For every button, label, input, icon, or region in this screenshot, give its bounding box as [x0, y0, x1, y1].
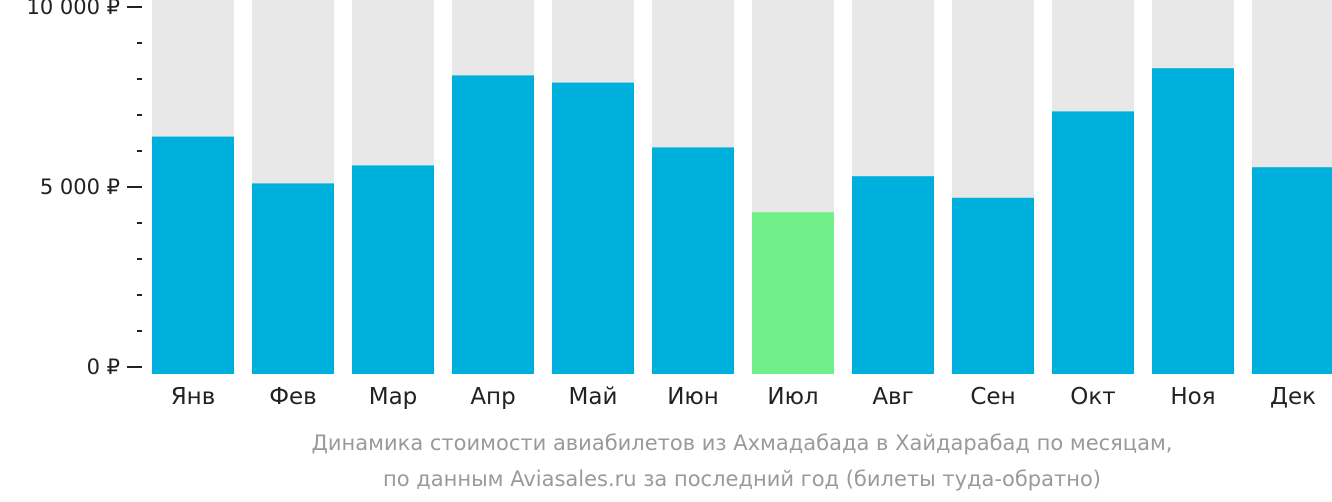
x-tick-label-month-9: Сен: [970, 384, 1015, 410]
x-tick-label-month-7: Июл: [767, 384, 818, 410]
y-tick-label: 5 000 ₽: [40, 175, 120, 199]
bar-month-7: [752, 212, 834, 374]
x-tick-label-month-6: Июн: [667, 384, 719, 410]
bar-month-8: [852, 176, 934, 374]
y-tick-label: 0 ₽: [87, 355, 120, 379]
x-axis: Янв Фев Мар Апр Май Июн Июл Авг Сен Окт Ноя Дек: [171, 384, 1316, 410]
x-tick-label-month-2: Фев: [269, 384, 317, 410]
x-tick-label-month-10: Окт: [1070, 384, 1115, 410]
bar-month-6: [652, 147, 734, 374]
bars: [152, 68, 1332, 375]
chart-caption-line-2: по данным Aviasales.ru за последний год …: [383, 467, 1101, 491]
x-tick-label-month-12: Дек: [1270, 384, 1316, 410]
bar-month-4: [452, 75, 534, 375]
x-tick-label-month-3: Мар: [369, 384, 418, 410]
x-tick-label-month-11: Ноя: [1170, 384, 1215, 410]
chart-caption-line-1: Динамика стоимости авиабилетов из Ахмада…: [311, 431, 1173, 455]
bar-month-10: [1052, 111, 1134, 375]
y-axis: 0 ₽ 5 000 ₽ 10 000 ₽: [26, 0, 142, 379]
bar-month-5: [552, 82, 634, 374]
bar-month-2: [252, 183, 334, 374]
x-tick-label-month-4: Апр: [470, 384, 515, 410]
bar-month-9: [952, 197, 1034, 374]
x-tick-label-month-1: Янв: [171, 384, 216, 410]
x-tick-label-month-8: Авг: [872, 384, 913, 410]
bar-month-3: [352, 165, 434, 374]
x-tick-label-month-5: Май: [569, 384, 618, 410]
y-tick-label: 10 000 ₽: [26, 0, 120, 19]
bar-month-1: [152, 136, 234, 374]
bar-month-12: [1252, 167, 1332, 374]
bar-month-11: [1152, 68, 1234, 374]
